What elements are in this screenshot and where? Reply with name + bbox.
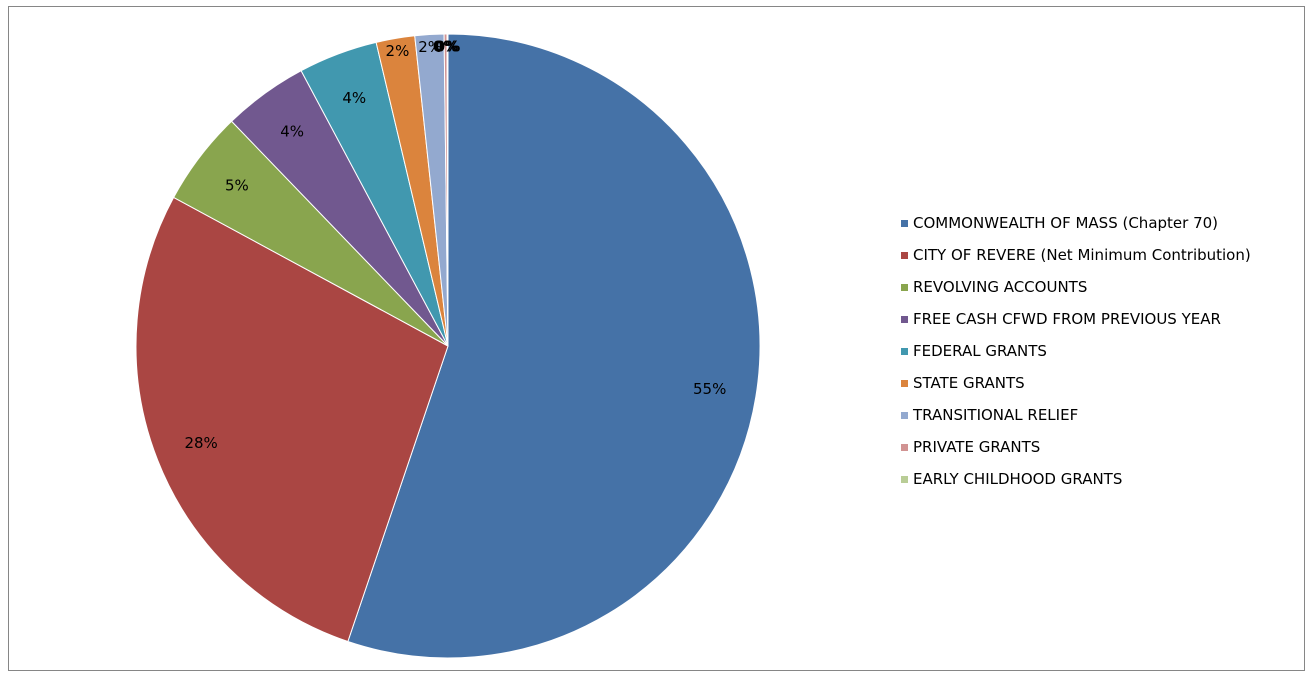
- legend-label-3: FREE CASH CFWD FROM PREVIOUS YEAR: [913, 310, 1221, 328]
- pie-slice-8: [446, 33, 449, 347]
- legend-swatch-8: [901, 475, 908, 483]
- pie-slice-1: [135, 196, 449, 643]
- slice-data-label-6: 2%: [418, 38, 442, 56]
- chart-area: 55% 28% 5% 4% 4% 2% 2% 0% 0% COMMONWEALTH OF MAS…: [8, 6, 1305, 671]
- legend-item-8: EARLY CHILDHOOD GRANTS: [901, 463, 1251, 495]
- legend-swatch-7: [901, 443, 908, 451]
- legend-swatch-4: [901, 347, 908, 355]
- legend-label-7: PRIVATE GRANTS: [913, 438, 1041, 456]
- legend-item-6: TRANSITIONAL RELIEF: [901, 399, 1251, 431]
- slice-data-label-1: 28%: [184, 434, 217, 452]
- legend-swatch-3: [901, 315, 908, 323]
- legend-swatch-5: [901, 379, 908, 387]
- pie-chart: 55%28%5%4%4%2% 2%0%0%: [135, 33, 761, 659]
- legend: COMMONWEALTH OF MASS (Chapter 70) CITY OF…: [901, 207, 1251, 495]
- legend-swatch-2: [901, 283, 908, 291]
- legend-label-5: STATE GRANTS: [913, 374, 1025, 392]
- legend-label-8: EARLY CHILDHOOD GRANTS: [913, 470, 1123, 488]
- legend-label-0: COMMONWEALTH OF MASS (Chapter 70): [913, 214, 1219, 232]
- legend-swatch-6: [901, 411, 908, 419]
- legend-item-3: FREE CASH CFWD FROM PREVIOUS YEAR: [901, 303, 1251, 335]
- slice-data-label-0: 55%: [693, 380, 726, 398]
- legend-item-7: PRIVATE GRANTS: [901, 431, 1251, 463]
- legend-label-4: FEDERAL GRANTS: [913, 342, 1047, 360]
- legend-item-2: REVOLVING ACCOUNTS: [901, 271, 1251, 303]
- legend-item-0: COMMONWEALTH OF MASS (Chapter 70): [901, 207, 1251, 239]
- pie-slice-0: [347, 33, 761, 659]
- slice-data-label-8: 0%: [435, 37, 460, 55]
- legend-item-1: CITY OF REVERE (Net Minimum Contribution…: [901, 239, 1251, 271]
- slice-data-label-2: 5%: [225, 176, 249, 194]
- legend-label-1: CITY OF REVERE (Net Minimum Contribution…: [913, 246, 1251, 264]
- slice-data-label-4: 4%: [342, 89, 366, 107]
- legend-item-4: FEDERAL GRANTS: [901, 335, 1251, 367]
- legend-label-2: REVOLVING ACCOUNTS: [913, 278, 1088, 296]
- legend-swatch-1: [901, 251, 908, 259]
- slice-data-label-3: 4%: [280, 122, 304, 140]
- slice-data-label-5: 2%: [386, 42, 410, 60]
- legend-item-5: STATE GRANTS: [901, 367, 1251, 399]
- legend-swatch-0: [901, 219, 908, 227]
- legend-label-6: TRANSITIONAL RELIEF: [913, 406, 1079, 424]
- slice-data-label-7: 0%: [433, 37, 458, 55]
